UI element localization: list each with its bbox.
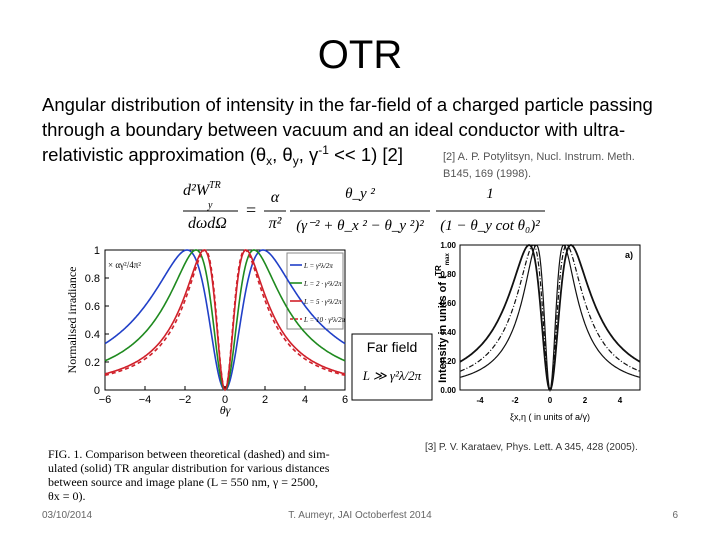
x-tick-label: 2: [583, 396, 588, 405]
x-tick-label: −6: [99, 394, 112, 406]
x-tick-label: 4: [302, 394, 308, 406]
label: Far field: [367, 339, 418, 355]
x-tick-label: −4: [139, 394, 152, 406]
legend-label: L = 2 · γ²λ/2π: [303, 280, 342, 288]
formula-part: d²WTR: [183, 180, 221, 199]
body-line: relativistic approximation (θx, θy, γ-1 …: [42, 143, 403, 168]
caption-line: FIG. 1. Comparison between theoretical (…: [48, 447, 330, 461]
footer-date: 03/10/2014: [42, 510, 92, 521]
legend-label: L = 10 · γ²λ/2π: [303, 316, 346, 324]
body-line: Angular distribution of intensity in the…: [42, 94, 653, 115]
y-tick-label: 0.80: [440, 270, 456, 279]
y-tick-label: 0.40: [440, 328, 456, 337]
left-plot: Normalised irradiance θγ × αγ²/4π² 0 0.2 0…: [65, 245, 348, 417]
right-plot: Intensity in units of ITRmax ξx,η ( in u…: [434, 241, 641, 422]
legend-label: L = 5 · γ²λ/2π: [303, 298, 342, 306]
y-tick-label: 0.8: [85, 273, 100, 285]
curve: [459, 244, 641, 392]
formula-part: (γ⁻² + θ_x ² − θ_y ²)²: [296, 218, 424, 234]
caption-line: between source and image plane (L = 550 …: [48, 475, 318, 489]
formula-part: (1 − θ_y cot θ₀)²: [440, 218, 540, 234]
box: [351, 333, 433, 401]
x-axis-label: ξx,η ( in units of a/γ): [510, 412, 590, 422]
curve: [104, 249, 346, 392]
formula-part: α: [271, 189, 280, 206]
formula-part: θ_y ²: [345, 186, 375, 202]
panel-label: a): [625, 250, 633, 260]
formula-part: =: [246, 200, 256, 220]
legend-label: L = γ²λ/2π: [303, 262, 333, 270]
reference: [2] A. P. Potylitsyn, Nucl. Instrum. Met…: [443, 151, 635, 163]
curve: [459, 244, 641, 392]
subscript: max: [445, 253, 451, 266]
curve: [104, 249, 346, 392]
x-tick-label: 2: [262, 394, 268, 406]
formula-part: dωdΩ: [188, 215, 227, 232]
text: Intensity in units of I: [437, 276, 449, 383]
reference: B145, 169 (1998).: [443, 168, 531, 180]
y-tick-label: 0: [94, 385, 100, 397]
x-tick-label: 0: [548, 396, 553, 405]
x-tick-label: 0: [222, 394, 228, 406]
footer-page: 6: [672, 510, 678, 521]
formula-part: 1: [486, 186, 494, 202]
y-tick-label: 0.4: [85, 329, 100, 341]
condition: L ≫ γ²λ/2π: [362, 368, 422, 383]
text: , γ: [299, 144, 319, 165]
annotation: × αγ²/4π²: [108, 260, 141, 270]
y-tick-label: 0.60: [440, 299, 456, 308]
formula-part: TR: [209, 180, 221, 191]
far-field-box: Far field L ≫ γ²λ/2π: [351, 333, 433, 401]
text: << 1) [2]: [329, 144, 403, 165]
superscript: TR: [434, 265, 443, 276]
reference: [3] P. V. Karataev, Phys. Lett. A 345, 4…: [425, 442, 638, 453]
formula: d²WTR y dωdΩ = α π² θ_y ² (γ⁻² + θ_x ² −…: [183, 180, 545, 234]
y-axis-label: Normalised irradiance: [65, 267, 79, 374]
y-axis-label: Intensity in units of ITRmax: [434, 253, 451, 383]
y-tick-label: 0.2: [85, 357, 100, 369]
caption-line: ulated (solid) TR angular distribution f…: [48, 461, 330, 475]
plot-frame: [459, 244, 641, 391]
subscript: x: [266, 154, 272, 168]
text: relativistic approximation (θ: [42, 144, 266, 165]
y-tick-label: 1: [94, 245, 100, 257]
title: OTR: [318, 33, 402, 77]
formula-part: y: [207, 200, 213, 211]
y-tick-label: 0.00: [440, 386, 456, 395]
curve: [459, 244, 641, 392]
x-tick-label: -4: [476, 396, 484, 405]
formula-part: π²: [269, 215, 283, 232]
x-tick-label: 6: [342, 394, 348, 406]
text: , θ: [272, 144, 293, 165]
x-tick-label: −2: [179, 394, 192, 406]
y-tick-label: 1.00: [440, 241, 456, 250]
caption: FIG. 1. Comparison between theoretical (…: [48, 447, 330, 503]
caption-line: θx = 0).: [48, 489, 86, 503]
y-tick-label: 0.20: [440, 357, 456, 366]
x-axis-label: θγ: [220, 403, 231, 417]
footer-center: T. Aumeyr, JAI Octoberfest 2014: [288, 510, 432, 521]
superscript: -1: [318, 143, 329, 157]
x-tick-label: 4: [618, 396, 623, 405]
y-tick-label: 0.6: [85, 301, 100, 313]
body-line: through a boundary between vacuum and an…: [42, 119, 625, 140]
formula-part: d²W: [183, 182, 211, 199]
x-tick-label: -2: [511, 396, 519, 405]
subscript: y: [293, 154, 299, 168]
